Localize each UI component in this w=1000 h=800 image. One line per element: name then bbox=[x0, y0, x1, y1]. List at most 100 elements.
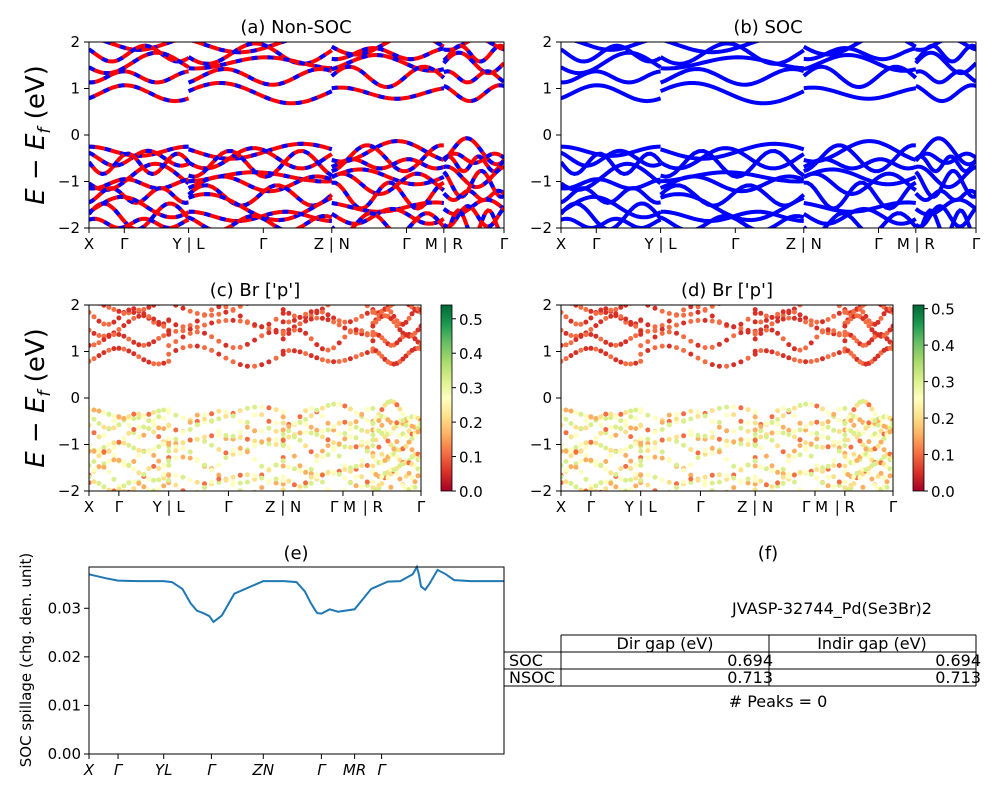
band-line bbox=[803, 52, 917, 73]
band-point bbox=[173, 348, 179, 353]
band-point bbox=[111, 440, 117, 446]
band-point bbox=[418, 346, 421, 352]
band-point bbox=[851, 407, 857, 413]
colorbar-tick-label: 0.2 bbox=[931, 410, 955, 428]
band-point bbox=[738, 479, 744, 485]
band-point bbox=[187, 477, 193, 483]
panel-c-title: (c) Br ['p'] bbox=[210, 280, 301, 301]
band-point bbox=[803, 445, 809, 451]
band-point bbox=[353, 483, 359, 489]
band-point bbox=[803, 359, 809, 365]
band-point bbox=[842, 432, 848, 438]
band-point bbox=[836, 463, 842, 468]
band-point bbox=[342, 357, 348, 363]
y-tick-label: −2 bbox=[58, 219, 80, 237]
band-point bbox=[709, 419, 715, 425]
band-point bbox=[820, 465, 825, 471]
band-point bbox=[603, 445, 609, 451]
x-tick-label: Γ M bbox=[330, 498, 356, 516]
band-point bbox=[820, 356, 825, 362]
band-point bbox=[836, 417, 842, 423]
band-point bbox=[797, 452, 803, 458]
band-point bbox=[406, 470, 412, 476]
band-point bbox=[308, 466, 314, 472]
y-tick-label: −2 bbox=[58, 482, 80, 500]
band-line-dash bbox=[188, 148, 333, 179]
band-point bbox=[808, 401, 814, 407]
band-point bbox=[173, 455, 179, 461]
band-point bbox=[146, 314, 152, 320]
band-point bbox=[820, 444, 825, 450]
band-point bbox=[303, 469, 309, 475]
band-point bbox=[89, 480, 92, 486]
band-point bbox=[674, 462, 679, 468]
band-point bbox=[561, 407, 564, 413]
band-point bbox=[724, 322, 730, 328]
y-tick-label: 1 bbox=[70, 80, 80, 98]
band-point bbox=[409, 436, 415, 442]
band-point bbox=[126, 422, 132, 428]
band-point bbox=[568, 333, 574, 338]
band-point bbox=[738, 437, 744, 443]
band-point bbox=[342, 325, 348, 331]
band-point bbox=[319, 309, 325, 315]
y-tick-label: −1 bbox=[58, 173, 80, 191]
band-point bbox=[814, 488, 820, 491]
band-point bbox=[623, 305, 629, 308]
band-point bbox=[791, 413, 797, 419]
band-point bbox=[820, 295, 825, 300]
band-point bbox=[280, 427, 286, 433]
band-point bbox=[223, 318, 229, 323]
band-point bbox=[769, 484, 775, 490]
band-point bbox=[674, 330, 679, 336]
band-point bbox=[297, 484, 303, 490]
band-point bbox=[618, 487, 624, 491]
panel-f-title: (f) bbox=[758, 543, 778, 564]
band-point bbox=[291, 434, 297, 440]
table-row-soc-label: SOC bbox=[509, 651, 543, 670]
band-line-dash bbox=[442, 197, 504, 217]
band-point bbox=[273, 316, 279, 322]
band-point bbox=[89, 358, 92, 364]
band-point bbox=[244, 320, 250, 326]
band-point bbox=[244, 424, 250, 430]
band-point bbox=[623, 488, 629, 491]
band-point bbox=[373, 437, 379, 443]
band-point bbox=[578, 442, 584, 448]
band-point bbox=[415, 473, 421, 479]
x-tick-label: Z | N bbox=[265, 498, 301, 516]
band-point bbox=[775, 421, 781, 427]
band-point bbox=[681, 418, 687, 424]
band-point bbox=[890, 453, 893, 459]
band-point bbox=[875, 443, 881, 449]
band-point bbox=[702, 451, 708, 457]
band-point bbox=[252, 438, 258, 444]
x-tick-label: Γ bbox=[402, 235, 411, 253]
band-point bbox=[244, 419, 250, 425]
band-point bbox=[342, 419, 348, 425]
band-point bbox=[780, 424, 786, 430]
band-point bbox=[331, 345, 337, 351]
band-point bbox=[752, 463, 758, 469]
band-point bbox=[638, 328, 644, 334]
band-point bbox=[397, 337, 403, 343]
band-point bbox=[633, 471, 639, 477]
band-line bbox=[662, 42, 762, 55]
band-point bbox=[618, 314, 624, 320]
colorbar-tick-label: 0.4 bbox=[931, 337, 955, 355]
band-point bbox=[709, 450, 715, 456]
band-point bbox=[628, 444, 634, 450]
band-point bbox=[645, 482, 651, 488]
band-point bbox=[141, 342, 147, 348]
band-point bbox=[593, 488, 599, 491]
band-point bbox=[136, 424, 142, 430]
band-point bbox=[775, 318, 781, 324]
band-point bbox=[146, 411, 152, 417]
band-point bbox=[745, 329, 751, 335]
band-point bbox=[825, 483, 831, 489]
band-point bbox=[869, 476, 875, 482]
band-point bbox=[359, 474, 365, 480]
band-point bbox=[116, 439, 122, 445]
